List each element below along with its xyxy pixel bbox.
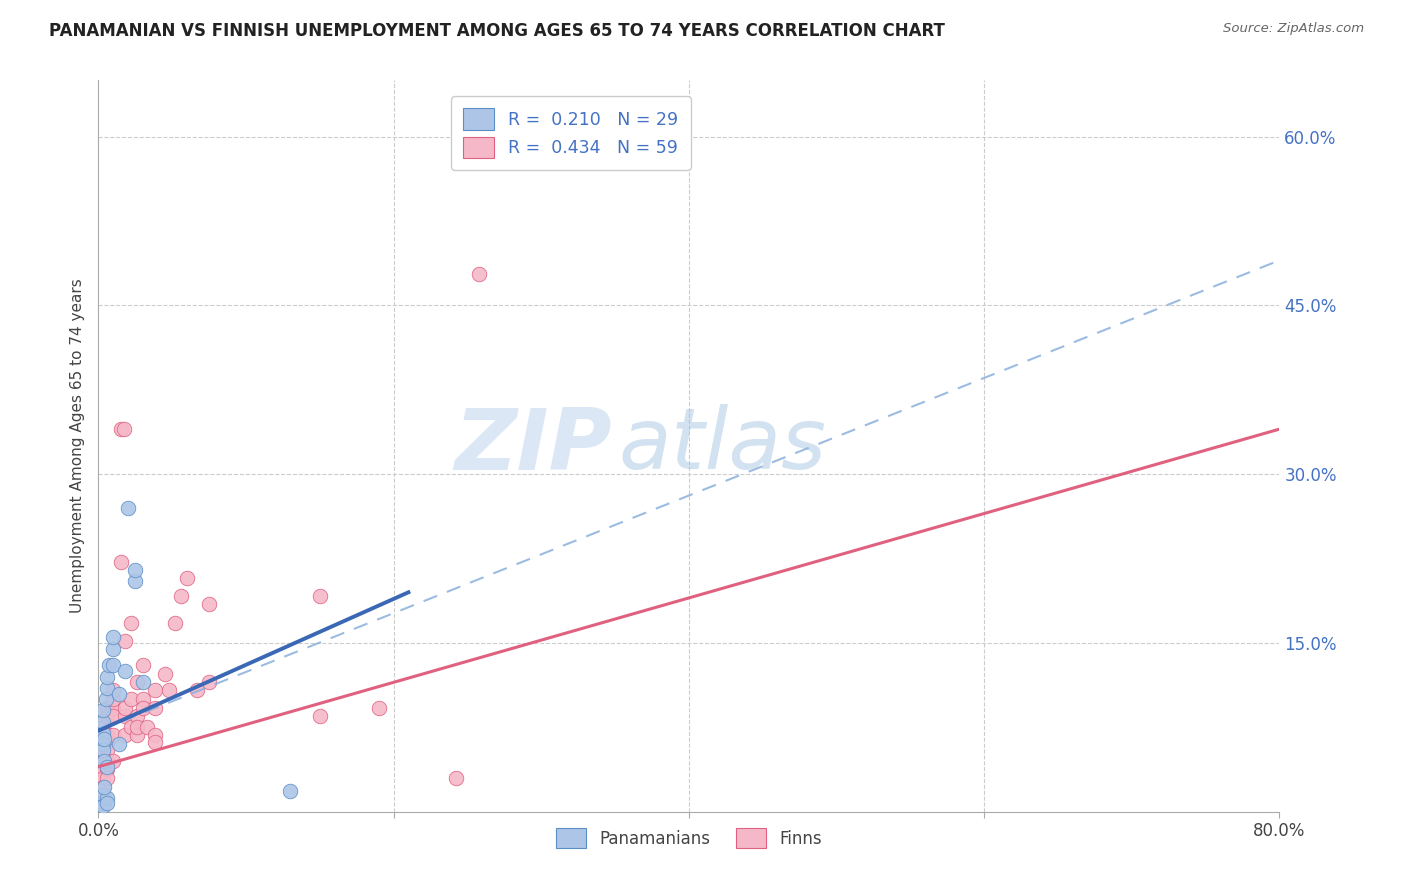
Point bbox=[96, 735, 118, 749]
Point bbox=[93, 731, 115, 746]
Point bbox=[91, 780, 114, 794]
Point bbox=[103, 641, 125, 656]
Point bbox=[444, 771, 467, 785]
Point bbox=[170, 589, 193, 603]
Point bbox=[124, 563, 146, 577]
Point bbox=[91, 720, 114, 734]
Point bbox=[91, 703, 114, 717]
Point bbox=[157, 683, 180, 698]
Point bbox=[103, 709, 125, 723]
Point bbox=[91, 714, 114, 729]
Point bbox=[120, 692, 142, 706]
Point bbox=[93, 754, 115, 768]
Point bbox=[96, 709, 118, 723]
Point bbox=[176, 571, 198, 585]
Point bbox=[91, 788, 114, 802]
Point bbox=[136, 720, 159, 734]
Point bbox=[96, 743, 118, 757]
Point bbox=[91, 771, 114, 785]
Legend: Panamanians, Finns: Panamanians, Finns bbox=[547, 818, 831, 858]
Point bbox=[103, 692, 125, 706]
Point bbox=[96, 701, 118, 715]
Point bbox=[124, 574, 146, 588]
Point bbox=[468, 267, 491, 281]
Point bbox=[120, 615, 142, 630]
Point bbox=[91, 788, 114, 802]
Point bbox=[97, 658, 120, 673]
Point bbox=[103, 683, 125, 698]
Point bbox=[143, 735, 166, 749]
Point bbox=[96, 771, 118, 785]
Point bbox=[94, 692, 117, 706]
Point bbox=[91, 796, 114, 810]
Point bbox=[108, 737, 131, 751]
Point bbox=[96, 728, 118, 742]
Point bbox=[114, 709, 136, 723]
Point bbox=[96, 762, 118, 776]
Point bbox=[198, 675, 221, 690]
Point bbox=[91, 743, 114, 757]
Text: ZIP: ZIP bbox=[454, 404, 612, 488]
Point bbox=[108, 687, 131, 701]
Point bbox=[91, 754, 114, 768]
Point bbox=[114, 701, 136, 715]
Text: Source: ZipAtlas.com: Source: ZipAtlas.com bbox=[1223, 22, 1364, 36]
Point bbox=[143, 728, 166, 742]
Point bbox=[132, 675, 155, 690]
Point bbox=[103, 701, 125, 715]
Point bbox=[91, 726, 114, 740]
Point bbox=[186, 683, 208, 698]
Point bbox=[309, 589, 332, 603]
Point bbox=[114, 633, 136, 648]
Point bbox=[91, 735, 114, 749]
Point bbox=[120, 720, 142, 734]
Point bbox=[103, 630, 125, 644]
Point bbox=[103, 754, 125, 768]
Point bbox=[91, 743, 114, 757]
Point bbox=[91, 737, 114, 751]
Point bbox=[96, 670, 118, 684]
Point bbox=[198, 597, 221, 611]
Point bbox=[125, 675, 148, 690]
Point bbox=[91, 799, 114, 814]
Text: atlas: atlas bbox=[619, 404, 827, 488]
Point bbox=[93, 780, 115, 794]
Point bbox=[96, 754, 118, 768]
Point bbox=[96, 760, 118, 774]
Point bbox=[368, 701, 391, 715]
Point bbox=[114, 664, 136, 678]
Point bbox=[96, 796, 118, 810]
Point bbox=[125, 728, 148, 742]
Point bbox=[132, 658, 155, 673]
Point bbox=[125, 709, 148, 723]
Point bbox=[125, 720, 148, 734]
Point bbox=[143, 683, 166, 698]
Y-axis label: Unemployment Among Ages 65 to 74 years: Unemployment Among Ages 65 to 74 years bbox=[69, 278, 84, 614]
Point bbox=[117, 500, 139, 515]
Point bbox=[112, 422, 135, 436]
Point bbox=[114, 728, 136, 742]
Point bbox=[110, 422, 132, 436]
Point bbox=[132, 701, 155, 715]
Point bbox=[132, 692, 155, 706]
Point bbox=[110, 555, 132, 569]
Text: PANAMANIAN VS FINNISH UNEMPLOYMENT AMONG AGES 65 TO 74 YEARS CORRELATION CHART: PANAMANIAN VS FINNISH UNEMPLOYMENT AMONG… bbox=[49, 22, 945, 40]
Point bbox=[91, 796, 114, 810]
Point bbox=[96, 681, 118, 695]
Point bbox=[309, 709, 332, 723]
Point bbox=[91, 762, 114, 776]
Point bbox=[143, 701, 166, 715]
Point bbox=[103, 658, 125, 673]
Point bbox=[280, 784, 302, 798]
Point bbox=[103, 728, 125, 742]
Point bbox=[91, 728, 114, 742]
Point bbox=[96, 791, 118, 805]
Point bbox=[165, 615, 187, 630]
Point bbox=[153, 667, 176, 681]
